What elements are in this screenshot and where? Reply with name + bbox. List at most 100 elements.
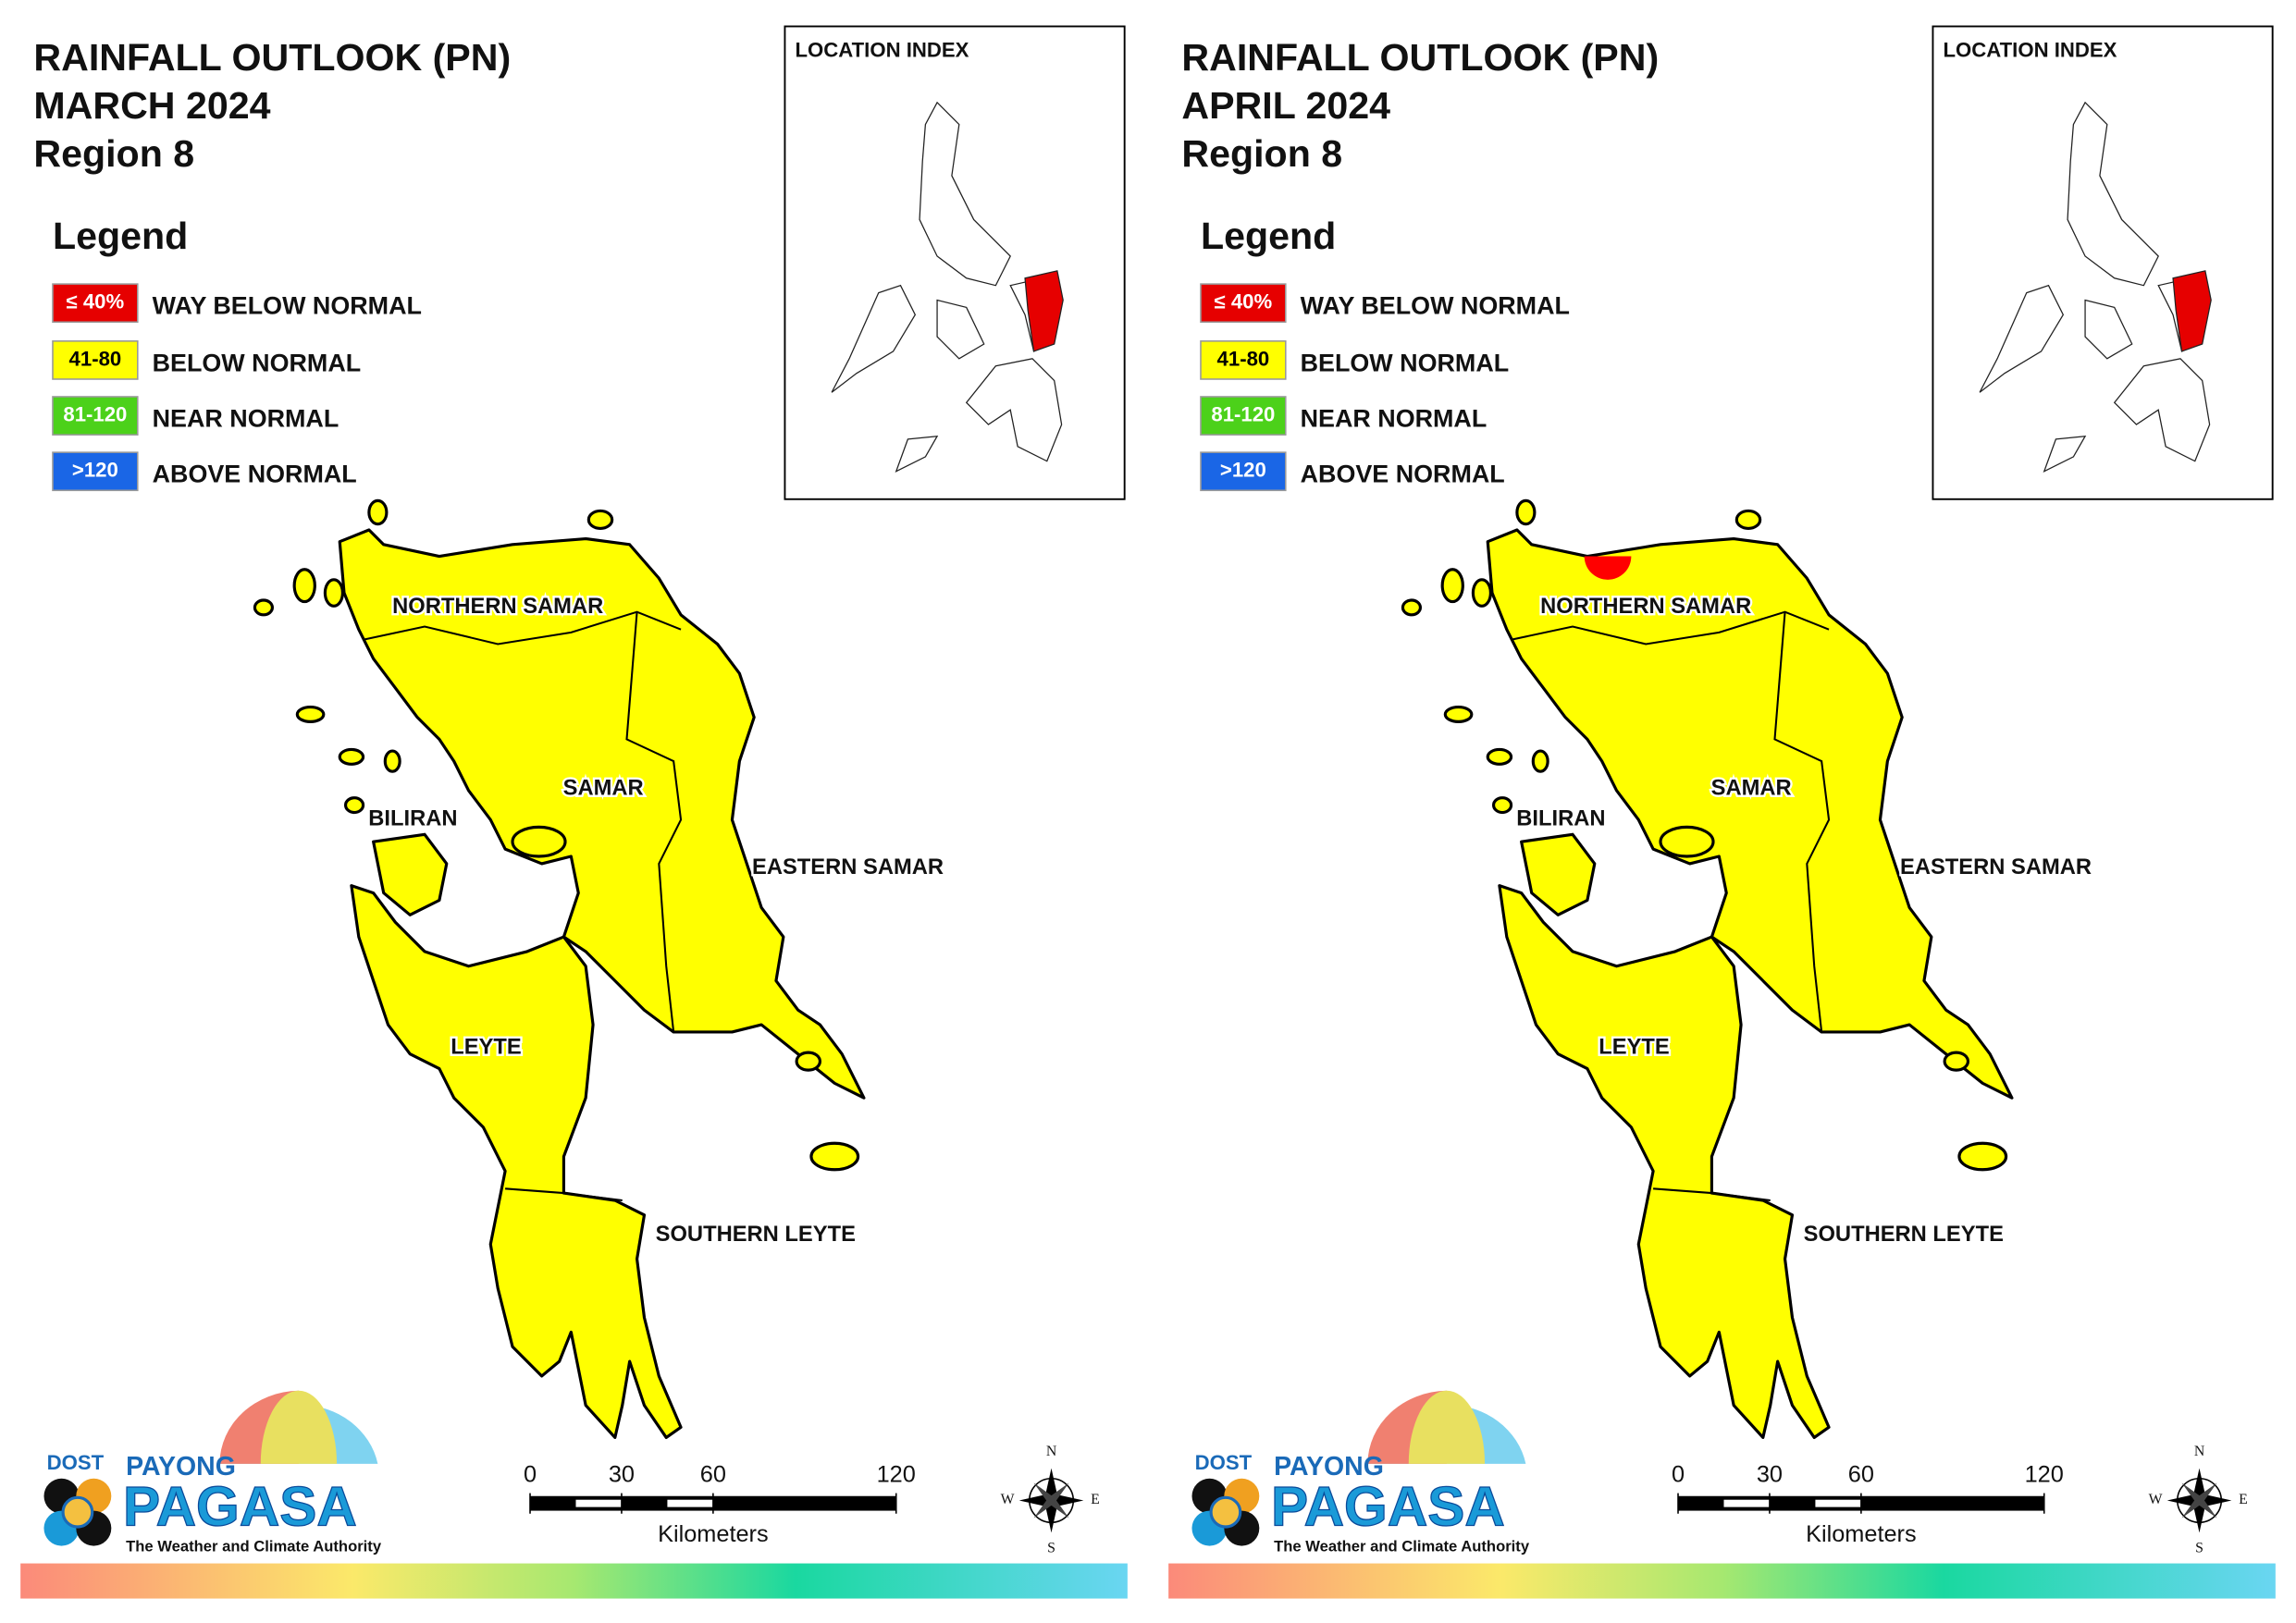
small-island [1957,1141,2008,1172]
scale-tick-label: 60 [700,1461,726,1487]
small-island [1443,705,1474,723]
legend-item: >120 ABOVE NORMAL [52,451,357,492]
small-island [343,796,365,815]
small-island [323,578,344,608]
logo-seal-center [61,1495,94,1529]
scale-tick-label: 0 [1672,1461,1685,1487]
legend-item: 41-80 BELOW NORMAL [52,340,362,380]
color-band [1168,1563,2276,1599]
legend-swatch [52,396,139,436]
legend-title: Legend [53,215,188,257]
province-label: SAMAR [1711,776,1792,800]
province-label: LEYTE [451,1036,521,1060]
legend-swatch [52,340,139,380]
compass-letter: E [1091,1492,1100,1507]
region-map: NORTHERN SAMAR SAMAR BILIRAN EASTERN SAMAR L… [1401,498,2093,1440]
province-boundary [1511,610,1830,646]
location-index-title: LOCATION INDEX [796,38,969,61]
legend-item: ≤ 40% WAY BELOW NORMAL [1200,283,1570,324]
index-landmass [2084,299,2133,360]
legend-label: ABOVE NORMAL [153,461,357,488]
legend-label: NEAR NORMAL [153,404,339,432]
title-line: RAINFALL OUTLOOK (PN) [1181,36,1659,79]
title-line: MARCH 2024 [33,84,270,127]
legend-item: 81-120 NEAR NORMAL [52,396,339,436]
small-island [1471,578,1492,608]
province-label: BILIRAN [368,807,457,831]
scale-segment [1723,1499,1770,1507]
compass: N E S W [2149,1444,2248,1555]
small-island [338,747,365,766]
title-line: RAINFALL OUTLOOK (PN) [33,36,511,79]
legend-label: WAY BELOW NORMAL [1301,292,1570,320]
compass-letter: W [1001,1492,1015,1507]
province-label: LEYTE [1599,1036,1670,1060]
legend-swatch [1200,451,1287,492]
scale-tick-label: 30 [609,1461,635,1487]
legend-key: >120 [1220,459,1266,482]
legend-title: Legend [1201,215,1336,257]
legend-label: BELOW NORMAL [1301,349,1510,376]
legend-label: BELOW NORMAL [153,349,362,376]
biliran-island [372,832,449,916]
scale-tick-label: 0 [524,1461,537,1487]
legend-label: NEAR NORMAL [1301,404,1487,432]
logo-agency: DOST [1195,1451,1253,1474]
legend-item: ≤ 40% WAY BELOW NORMAL [52,283,422,324]
small-island [1440,568,1464,604]
legend-swatch [1200,396,1287,436]
small-island [253,598,275,617]
legend-key: 41-80 [69,347,122,370]
compass-star-minor [1033,1482,1069,1518]
small-island [292,568,316,604]
compass-star-minor [2181,1482,2217,1518]
small-island [367,498,389,526]
compass-letter: N [2194,1444,2205,1459]
panel: RAINFALL OUTLOOK (PN) APRIL 2024 Region 8 L… [1168,25,2276,1599]
scale-segment [575,1499,622,1507]
title-line: APRIL 2024 [1181,84,1390,127]
scale-tick-label: 30 [1757,1461,1783,1487]
province-label: BILIRAN [1516,807,1605,831]
legend-item: 81-120 NEAR NORMAL [1200,396,1487,436]
compass-letter: S [1047,1540,1055,1555]
small-island [1491,796,1513,815]
legend-label: WAY BELOW NORMAL [153,292,422,320]
leyte-island [1498,884,1831,1440]
index-landmass [831,284,917,393]
logo-umbrella-mid [260,1390,338,1464]
color-band [20,1563,1128,1599]
province-label: SAMAR [563,776,644,800]
samar-island [338,528,866,1100]
index-region-highlight [2172,270,2212,352]
legend-swatch [1200,283,1287,324]
logo-tagline: The Weather and Climate Authority [1274,1538,1530,1555]
legend-key: 81-120 [1211,402,1275,425]
province-boundary [1653,1187,1771,1202]
legend-swatch [1200,340,1287,380]
biliran-island [1520,832,1597,916]
legend-swatch [52,451,139,492]
small-island [809,1141,860,1172]
province-label: NORTHERN SAMAR [1540,595,1751,619]
logo-tagline: The Weather and Climate Authority [126,1538,382,1555]
scale-tick-label: 120 [877,1461,916,1487]
scale-segment [667,1499,713,1507]
title-line: Region 8 [1181,132,1342,175]
compass-letter: E [2239,1492,2248,1507]
index-landmass [936,299,985,360]
small-island [1531,749,1549,773]
index-landmass [919,101,1011,287]
legend-label: ABOVE NORMAL [1301,461,1505,488]
small-island [295,705,326,723]
province-label: EASTERN SAMAR [1900,855,2092,879]
logo-brand-top: PAYONG [126,1452,236,1482]
outlook-spot [1584,556,1632,580]
small-island [1401,598,1423,617]
logo-brand: PAGASA [1271,1475,1505,1537]
compass-letter: N [1046,1444,1057,1459]
province-label: SOUTHERN LEYTE [656,1223,856,1247]
panel: RAINFALL OUTLOOK (PN) MARCH 2024 Region 8 L… [20,25,1128,1599]
